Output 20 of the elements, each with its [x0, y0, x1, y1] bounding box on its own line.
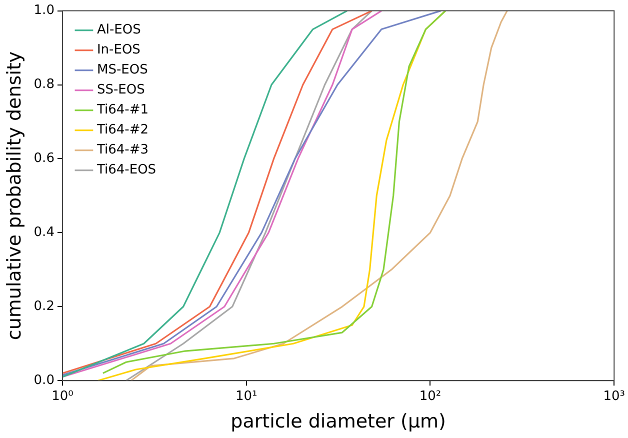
y-axis-title: cumulative probability density: [3, 51, 26, 340]
legend-label: Ti64-#3: [96, 142, 149, 158]
legend-label: In-EOS: [96, 42, 140, 58]
y-tick-label: 0.4: [34, 225, 54, 240]
y-tick-label: 0.0: [34, 372, 54, 388]
y-tick-label: 0.2: [34, 299, 54, 314]
legend-label: MS-EOS: [96, 62, 148, 78]
legend-label: Ti64-EOS: [96, 162, 156, 178]
legend-label: Al-EOS: [96, 22, 141, 38]
y-tick-label: 1.0: [34, 3, 54, 18]
x-tick-label: 10³: [603, 388, 626, 404]
x-tick-label: 10¹: [235, 388, 258, 404]
legend-label: Ti64-#1: [96, 102, 149, 118]
legend-label: SS-EOS: [96, 82, 145, 98]
y-tick-label: 0.6: [34, 151, 54, 166]
y-tick-label: 0.8: [34, 77, 54, 92]
x-tick-label: 10⁰: [52, 388, 74, 404]
x-tick-label: 10²: [419, 388, 442, 404]
x-axis-title: particle diameter (μm): [230, 410, 446, 433]
legend-label: Ti64-#2: [96, 122, 149, 138]
